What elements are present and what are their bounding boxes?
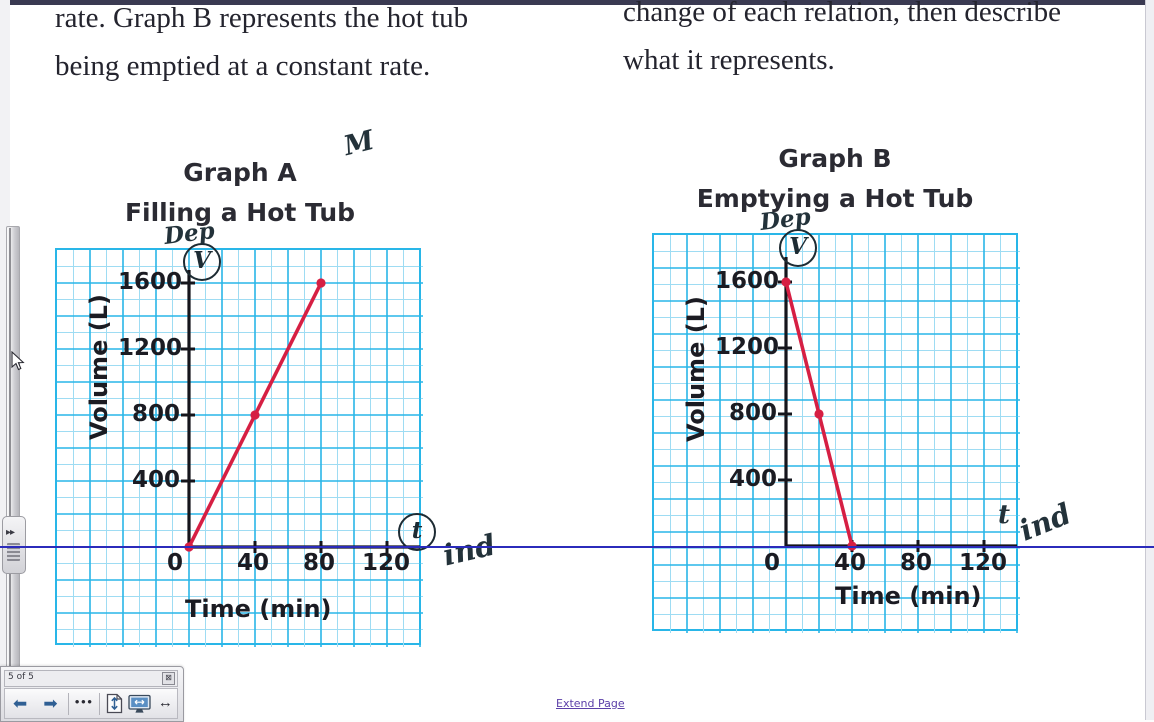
graph-b-subtitle: Emptying a Hot Tub: [696, 184, 974, 213]
graph-b-figure: Graph B Emptying a Hot Tub: [600, 136, 1080, 636]
graph-a-figure: Graph A Filling a Hot Tub: [0, 150, 560, 650]
arrow-left-icon: ⬅: [13, 694, 28, 713]
left-scrollbar-track: [9, 228, 11, 668]
graph-a-xtick-120: 120: [362, 550, 411, 576]
graph-a-subtitle: Filling a Hot Tub: [124, 198, 356, 227]
graph-b-ytick-400: 400: [729, 466, 778, 492]
double-chevron-icon: ▸▸: [6, 527, 15, 538]
ellipsis-icon: •••: [74, 695, 94, 711]
graph-a-ytick-1200: 1200: [118, 335, 183, 361]
graph-b-ytick-1200: 1200: [715, 334, 780, 360]
graph-a-plot-area: [55, 248, 423, 647]
graph-b-xtick-120: 120: [959, 550, 1008, 576]
graph-a-title: Graph A: [183, 158, 297, 187]
graph-a-annotation-t-circled: t: [398, 513, 436, 551]
graph-a-ytick-400: 400: [132, 467, 181, 493]
fit-page-height-icon: [106, 693, 122, 714]
graph-b-ytick-800: 800: [729, 400, 778, 426]
toolbar-divider-2: [99, 692, 101, 715]
graph-b-xtick-80: 80: [900, 550, 933, 576]
graph-b-xtick-40: 40: [834, 550, 867, 576]
toolbar-buttons: ⬅ ➡ •••: [4, 688, 178, 719]
window-top-chrome: [0, 0, 1154, 5]
graph-a-xtick-0: 0: [167, 550, 184, 576]
graph-b-plot-area: [652, 233, 1020, 633]
graph-a-annotation-v-circled: V: [183, 243, 221, 281]
graph-b-annotation-v-circled: V: [779, 229, 817, 267]
arrows-horizontal-icon: ↔: [157, 695, 173, 711]
graph-b-ytick-1600: 1600: [715, 268, 780, 294]
fit-to-screen-button[interactable]: [126, 690, 154, 717]
fit-page-height-button[interactable]: [102, 690, 126, 717]
instruction-text-right: change of each relation, then describe w…: [623, 0, 1062, 76]
page-count-label: 5 of 5: [8, 672, 34, 682]
graph-a-grid: [57, 250, 423, 647]
page-blue-rule: [0, 546, 1154, 548]
close-icon[interactable]: ⊠: [162, 672, 175, 685]
graph-a-y-axis-label: Volume (L): [85, 294, 113, 440]
instruction-text-left: rate. Graph B represents the hot tub bei…: [55, 2, 469, 82]
graph-a-ytick-1600: 1600: [118, 269, 183, 295]
graph-b-y-axis-label: Volume (L): [682, 296, 710, 442]
fit-width-button[interactable]: ↔: [154, 690, 177, 717]
graph-a-xtick-80: 80: [303, 550, 336, 576]
graph-b-xtick-0: 0: [764, 550, 781, 576]
right-edge-scrollbar[interactable]: [1145, 0, 1154, 720]
mouse-cursor-icon: [11, 351, 25, 371]
more-options-button[interactable]: •••: [70, 690, 97, 717]
graph-b-title: Graph B: [778, 144, 892, 173]
left-panel-expand-tab[interactable]: ▸▸: [2, 516, 26, 574]
next-page-button[interactable]: ➡: [35, 690, 65, 717]
graph-b-x-axis-label: Time (min): [835, 582, 982, 610]
fit-to-screen-icon: [128, 694, 152, 713]
graph-b-annotation-t: t: [998, 500, 1011, 530]
toolbar-header: 5 of 5 ⊠: [4, 670, 178, 687]
arrow-right-icon: ➡: [43, 694, 58, 713]
page-navigation-toolbar: 5 of 5 ⊠ ⬅ ➡ •••: [0, 666, 184, 722]
graph-a-ytick-800: 800: [132, 401, 181, 427]
left-rail: [0, 0, 10, 720]
previous-page-button[interactable]: ⬅: [5, 690, 35, 717]
extend-page-link[interactable]: Extend Page: [556, 697, 625, 710]
graph-a-x-axis-label: Time (min): [185, 595, 332, 623]
graph-a-xtick-40: 40: [237, 550, 270, 576]
toolbar-divider-1: [67, 692, 69, 715]
